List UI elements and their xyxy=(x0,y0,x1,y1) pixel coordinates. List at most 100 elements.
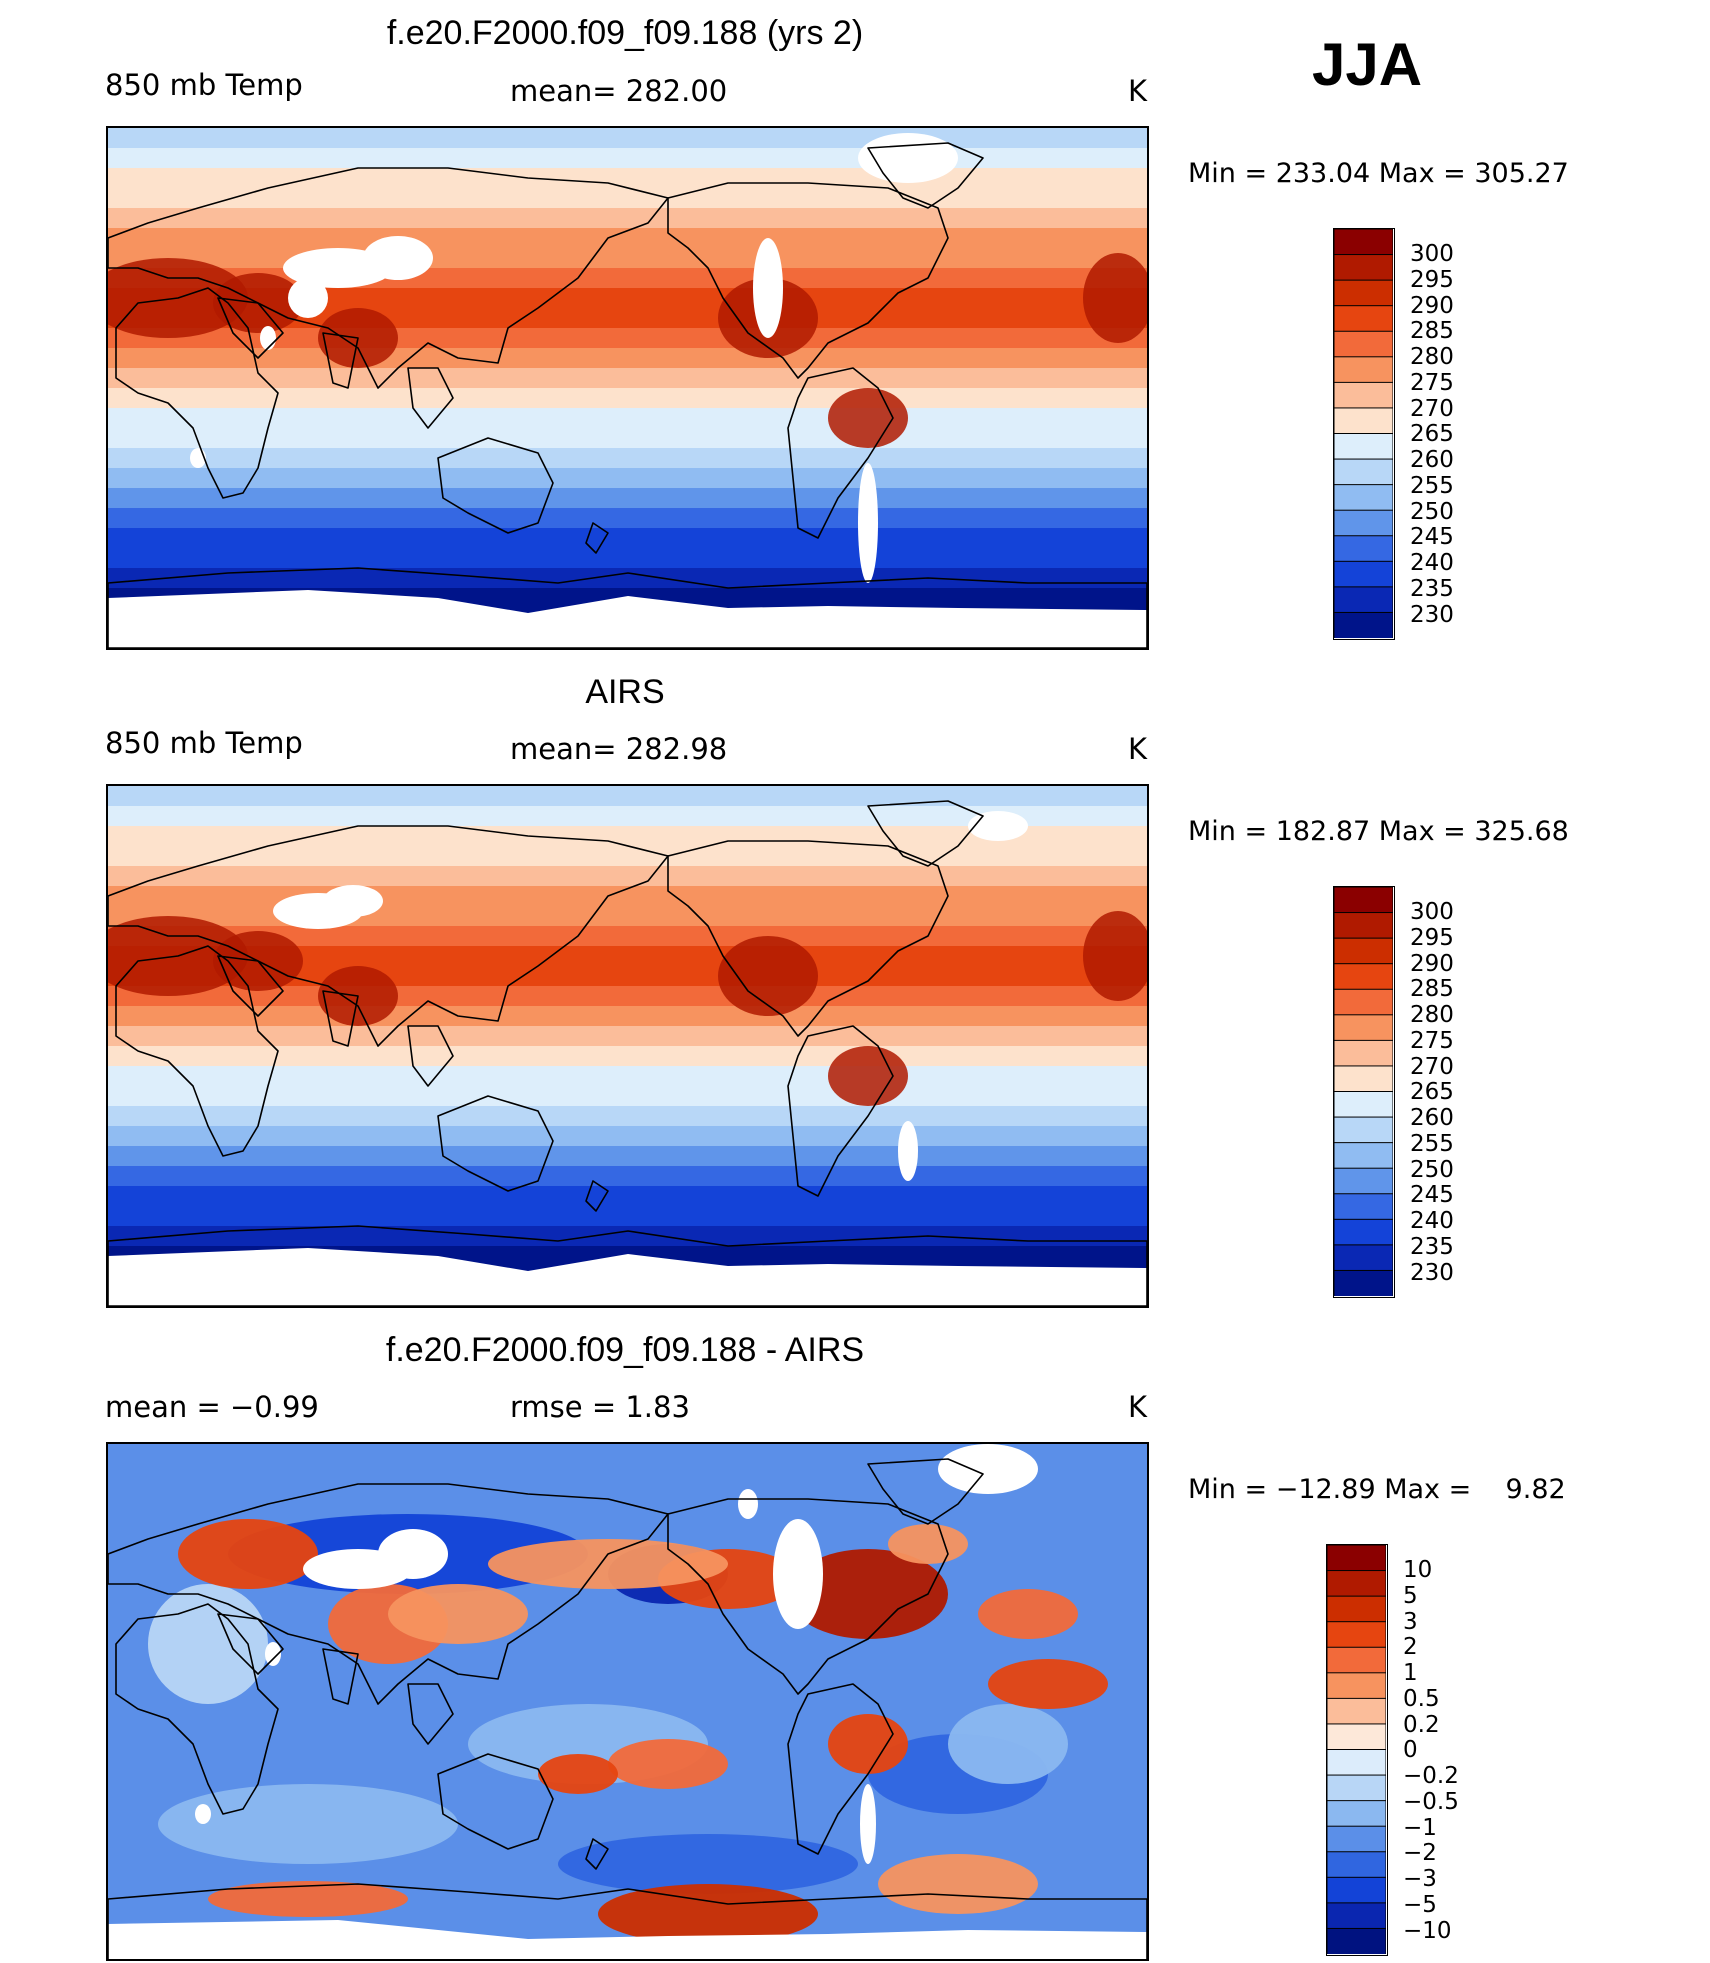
warm-anomaly-region xyxy=(718,936,818,1016)
colorbar-swatch xyxy=(1327,1697,1386,1726)
map-panel-model xyxy=(106,126,1149,650)
coastline-seasia xyxy=(407,367,454,429)
colorbar-label: 280 xyxy=(1410,1002,1454,1028)
anomaly-region xyxy=(988,1659,1108,1709)
coastline-africa xyxy=(115,1603,279,1815)
colorbar-swatch xyxy=(1334,887,1393,914)
coastline-southamerica xyxy=(787,367,894,539)
units-label-obs: K xyxy=(1128,732,1148,766)
colorbar-label: 290 xyxy=(1410,292,1454,319)
warm-anomaly-region xyxy=(828,388,908,448)
coastline-seasia xyxy=(407,1025,454,1087)
antarctica-missing-data xyxy=(108,1920,1147,1959)
colorbar-swatch xyxy=(1327,1927,1386,1954)
colorbar-swatch xyxy=(1334,1091,1393,1119)
coastline-africa xyxy=(115,945,279,1157)
colorbar-label: 250 xyxy=(1410,498,1454,525)
season-label: JJA xyxy=(1312,31,1423,98)
anomaly-region xyxy=(158,1784,458,1864)
coastline-arabia xyxy=(217,1613,284,1675)
colorbar-swatch xyxy=(1334,988,1393,1016)
temperature-band xyxy=(108,1186,1147,1207)
missing-data-region xyxy=(260,326,276,350)
colorbar-swatch xyxy=(1327,1723,1386,1751)
colorbar-label: 265 xyxy=(1410,421,1454,448)
colorbar-swatch xyxy=(1327,1876,1386,1904)
missing-data-region xyxy=(363,236,433,280)
anomaly-region xyxy=(948,1704,1068,1784)
temperature-band xyxy=(108,1026,1147,1047)
warm-anomaly-region xyxy=(1083,253,1147,343)
coastline-newzealand xyxy=(585,1180,609,1212)
coastline-greenland xyxy=(867,1458,984,1525)
colorbar-swatch xyxy=(1334,1193,1393,1221)
colorbar-label: 285 xyxy=(1410,976,1454,1003)
colorbar-label: 230 xyxy=(1410,1259,1454,1286)
anomaly-region xyxy=(148,1584,268,1704)
colorbar-label: 285 xyxy=(1410,318,1454,345)
colorbar-label: 245 xyxy=(1410,1182,1454,1209)
coastline-antarctica xyxy=(108,1883,1147,1959)
colorbar-swatch xyxy=(1334,611,1393,638)
colorbar-label: 255 xyxy=(1410,1130,1454,1157)
colorbar-swatch xyxy=(1327,1774,1386,1802)
colorbar-label: 275 xyxy=(1410,1027,1454,1054)
colorbar-swatch xyxy=(1327,1851,1386,1879)
coastline-northamerica xyxy=(667,182,949,379)
colorbar-swatch xyxy=(1327,1825,1386,1853)
mean-label-obs: mean= 282.98 xyxy=(510,732,728,766)
anomaly-region xyxy=(558,1834,858,1894)
antarctica-missing-data xyxy=(108,590,1147,648)
missing-data-region xyxy=(265,1642,281,1666)
temperature-band xyxy=(108,248,1147,269)
colorbar-label: 270 xyxy=(1410,395,1454,422)
colorbar-swatch xyxy=(1334,560,1393,588)
missing-data-region xyxy=(195,1804,211,1824)
coastline-antarctica xyxy=(108,567,1147,648)
missing-data-region xyxy=(378,1529,448,1579)
coastline-australia xyxy=(437,437,554,534)
colorbar-label: 235 xyxy=(1410,575,1454,602)
temperature-band xyxy=(108,1166,1147,1187)
colorbar-label: 2 xyxy=(1403,1634,1418,1661)
colorbar-label: 235 xyxy=(1410,1233,1454,1260)
colorbar-swatch xyxy=(1334,305,1393,333)
temperature-band xyxy=(108,228,1147,249)
variable-label-obs: 850 mb Temp xyxy=(105,726,303,760)
colorbar-swatch xyxy=(1334,535,1393,563)
temperature-band xyxy=(108,368,1147,389)
coastline-india xyxy=(322,990,359,1047)
colorbar-swatch xyxy=(1334,1167,1393,1195)
colorbar-label: −5 xyxy=(1403,1891,1437,1918)
temperature-band xyxy=(108,568,1147,589)
missing-data-region xyxy=(323,885,383,917)
anomaly-region xyxy=(208,1881,408,1917)
colorbar-swatch xyxy=(1327,1672,1386,1700)
temperature-map-obs xyxy=(108,786,1147,1306)
coastline-southamerica xyxy=(787,1683,894,1855)
temperature-band xyxy=(108,128,1147,149)
colorbar-label: 250 xyxy=(1410,1156,1454,1183)
missing-data-region xyxy=(738,1489,758,1519)
coastline-greenland xyxy=(867,142,984,209)
colorbar-label: 0 xyxy=(1403,1737,1418,1764)
coastline-greenland xyxy=(867,800,984,867)
missing-data-region xyxy=(288,278,328,318)
temperature-band xyxy=(108,208,1147,229)
units-label-model: K xyxy=(1128,74,1148,108)
variable-label-model: 850 mb Temp xyxy=(105,68,303,102)
colorbar-swatch xyxy=(1334,937,1393,965)
colorbar-swatch xyxy=(1334,1065,1393,1093)
mean-label-model: mean= 282.00 xyxy=(510,74,728,108)
colorbar-label: 240 xyxy=(1410,550,1454,576)
colorbar-swatch xyxy=(1327,1800,1386,1828)
anomaly-region xyxy=(828,1714,908,1774)
colorbar-label: 295 xyxy=(1410,266,1454,293)
colorbar-swatch xyxy=(1334,586,1393,614)
colorbar-swatch xyxy=(1327,1902,1386,1930)
colorbar-label: 290 xyxy=(1410,950,1454,977)
anomaly-region xyxy=(538,1754,618,1794)
temperature-band xyxy=(108,448,1147,469)
coastline-southamerica xyxy=(787,1025,894,1197)
anomaly-region xyxy=(878,1854,1038,1914)
